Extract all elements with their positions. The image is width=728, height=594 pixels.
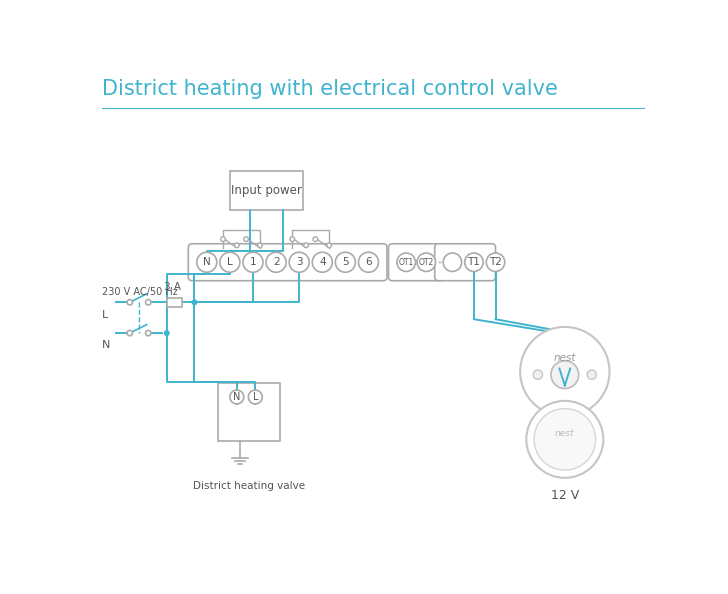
Text: 6: 6	[365, 257, 372, 267]
FancyBboxPatch shape	[389, 244, 444, 281]
Circle shape	[127, 299, 132, 305]
Circle shape	[526, 401, 604, 478]
Circle shape	[443, 253, 462, 271]
Circle shape	[304, 243, 309, 248]
Text: N: N	[102, 340, 111, 350]
FancyBboxPatch shape	[189, 244, 387, 281]
Text: T2: T2	[489, 257, 502, 267]
Text: T1: T1	[467, 257, 480, 267]
Text: District heating with electrical control valve: District heating with electrical control…	[102, 79, 558, 99]
Text: 1: 1	[250, 257, 256, 267]
Circle shape	[464, 253, 483, 271]
Text: 3 A: 3 A	[164, 282, 181, 292]
Circle shape	[312, 252, 332, 272]
Text: L: L	[253, 392, 258, 402]
Text: nest: nest	[555, 429, 574, 438]
Circle shape	[244, 237, 248, 241]
Text: nest: nest	[553, 353, 576, 363]
FancyBboxPatch shape	[230, 172, 303, 210]
Circle shape	[313, 237, 317, 241]
Text: 2: 2	[273, 257, 280, 267]
Text: N: N	[233, 392, 240, 402]
Text: OT2: OT2	[419, 258, 434, 267]
Circle shape	[551, 361, 579, 388]
FancyBboxPatch shape	[218, 383, 280, 441]
Circle shape	[417, 253, 435, 271]
Circle shape	[266, 252, 286, 272]
Circle shape	[234, 243, 239, 248]
Circle shape	[146, 299, 151, 305]
FancyBboxPatch shape	[167, 298, 182, 307]
Circle shape	[127, 330, 132, 336]
Circle shape	[220, 252, 240, 272]
Circle shape	[197, 252, 217, 272]
Circle shape	[533, 370, 542, 380]
Text: Input power: Input power	[231, 184, 302, 197]
Text: 12 V: 12 V	[550, 489, 579, 501]
Circle shape	[358, 252, 379, 272]
Circle shape	[258, 243, 262, 248]
Text: N: N	[203, 257, 210, 267]
Text: L: L	[102, 309, 108, 320]
Circle shape	[327, 243, 331, 248]
Circle shape	[521, 327, 609, 416]
Text: 4: 4	[319, 257, 325, 267]
Text: 5: 5	[342, 257, 349, 267]
Circle shape	[192, 300, 197, 305]
Circle shape	[587, 370, 596, 380]
Circle shape	[248, 390, 262, 404]
Circle shape	[397, 253, 416, 271]
Text: L: L	[227, 257, 233, 267]
Circle shape	[230, 390, 244, 404]
Circle shape	[534, 409, 596, 470]
Circle shape	[243, 252, 263, 272]
Circle shape	[290, 237, 295, 241]
Circle shape	[221, 237, 225, 241]
Text: 230 V AC/50 Hz: 230 V AC/50 Hz	[102, 287, 178, 297]
FancyBboxPatch shape	[554, 419, 576, 430]
Circle shape	[289, 252, 309, 272]
Text: OT1: OT1	[399, 258, 414, 267]
Text: 3: 3	[296, 257, 303, 267]
Circle shape	[336, 252, 355, 272]
FancyBboxPatch shape	[435, 244, 496, 281]
Text: District heating valve: District heating valve	[193, 481, 305, 491]
Circle shape	[146, 330, 151, 336]
Circle shape	[165, 331, 169, 336]
Circle shape	[486, 253, 505, 271]
